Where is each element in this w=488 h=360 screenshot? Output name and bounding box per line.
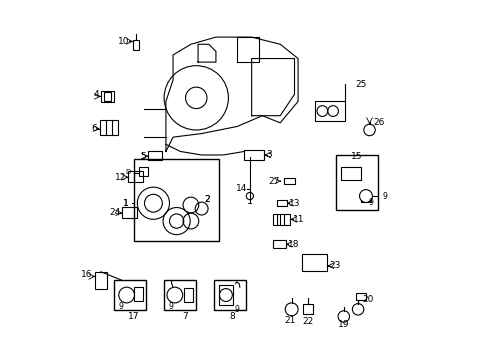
Bar (100, 120, 118, 135)
Text: 4: 4 (93, 90, 99, 99)
Bar (276, 200, 286, 206)
Bar (101, 91, 114, 102)
Text: 23: 23 (329, 261, 340, 270)
Text: 1: 1 (122, 199, 128, 208)
Text: 10: 10 (118, 37, 129, 46)
Text: 27: 27 (268, 176, 280, 185)
Text: 21: 21 (284, 315, 295, 324)
Bar (244, 150, 264, 160)
Text: 14: 14 (236, 184, 247, 193)
Bar (335, 155, 378, 210)
Bar (128, 171, 143, 182)
Text: 7: 7 (183, 312, 188, 321)
Text: 1: 1 (122, 199, 128, 208)
Bar (218, 285, 233, 305)
Text: 9: 9 (234, 305, 239, 314)
Text: 16: 16 (81, 270, 93, 279)
Text: 20: 20 (362, 295, 373, 304)
Bar (104, 92, 111, 101)
Text: 9: 9 (119, 302, 123, 311)
Text: 9: 9 (381, 192, 386, 201)
Text: 13: 13 (288, 199, 300, 208)
Text: 26: 26 (372, 118, 384, 127)
Text: 3: 3 (266, 150, 272, 159)
Text: 12: 12 (114, 173, 125, 182)
Text: 9: 9 (168, 302, 173, 311)
Text: 2: 2 (204, 195, 209, 204)
Text: 22: 22 (302, 316, 313, 325)
Bar (283, 178, 294, 184)
Bar (272, 240, 285, 248)
Bar (134, 158, 219, 241)
Bar (340, 167, 360, 180)
Text: 17: 17 (128, 312, 139, 321)
Text: 8: 8 (229, 312, 234, 321)
Text: 2: 2 (204, 195, 209, 204)
Bar (139, 167, 148, 176)
Text: 5: 5 (140, 152, 145, 161)
Bar (133, 40, 139, 50)
Bar (114, 280, 146, 310)
Text: 18: 18 (287, 240, 299, 249)
Text: 15: 15 (350, 152, 362, 161)
Bar (355, 293, 365, 300)
Bar (122, 207, 137, 218)
Text: 9: 9 (367, 198, 372, 207)
Bar (315, 102, 344, 121)
Text: 25: 25 (354, 80, 366, 89)
Bar (183, 288, 192, 302)
Bar (164, 280, 196, 310)
Text: 11: 11 (292, 215, 304, 224)
Bar (272, 214, 290, 225)
Text: 24: 24 (109, 208, 120, 217)
Bar (95, 272, 106, 289)
Bar (301, 254, 326, 271)
Text: 6: 6 (91, 124, 97, 133)
Bar (303, 304, 313, 314)
Text: D: D (125, 169, 131, 175)
Bar (148, 152, 162, 160)
Bar (214, 280, 246, 310)
Bar (134, 287, 143, 301)
Text: 19: 19 (337, 320, 349, 329)
